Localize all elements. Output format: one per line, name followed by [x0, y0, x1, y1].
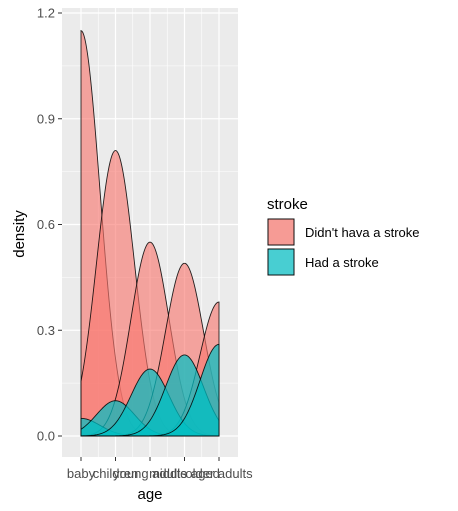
legend-label: Didn't hava a stroke — [305, 225, 420, 240]
y-tick-label: 0.6 — [37, 217, 55, 232]
density-area-stroke-older-adults — [81, 343, 220, 437]
x-tick-label: baby — [67, 466, 96, 481]
x-tick-label: older adults — [185, 466, 253, 481]
y-tick-label: 0.0 — [37, 429, 55, 444]
y-tick-label: 1.2 — [37, 6, 55, 21]
legend-item: Had a stroke — [267, 248, 379, 276]
legend-item: Didn't hava a stroke — [267, 218, 420, 246]
x-axis-title: age — [137, 486, 162, 503]
legend-title: stroke — [267, 196, 308, 213]
density-layer — [80, 29, 220, 437]
y-tick-label: 0.3 — [37, 323, 55, 338]
y-axis-title: density — [11, 210, 28, 258]
legend-key — [267, 248, 295, 276]
x-tick-label: middle aged — [149, 466, 220, 481]
x-tick-label: children — [93, 466, 139, 481]
legend-label: Had a stroke — [305, 255, 379, 270]
legend-key — [267, 218, 295, 246]
legend: stroke Didn't hava a stroke Had a stroke — [267, 196, 420, 276]
y-tick-label: 0.9 — [37, 111, 55, 126]
legend-entries: Didn't hava a stroke Had a stroke — [267, 218, 420, 276]
x-tick-label: young adults — [113, 466, 187, 481]
